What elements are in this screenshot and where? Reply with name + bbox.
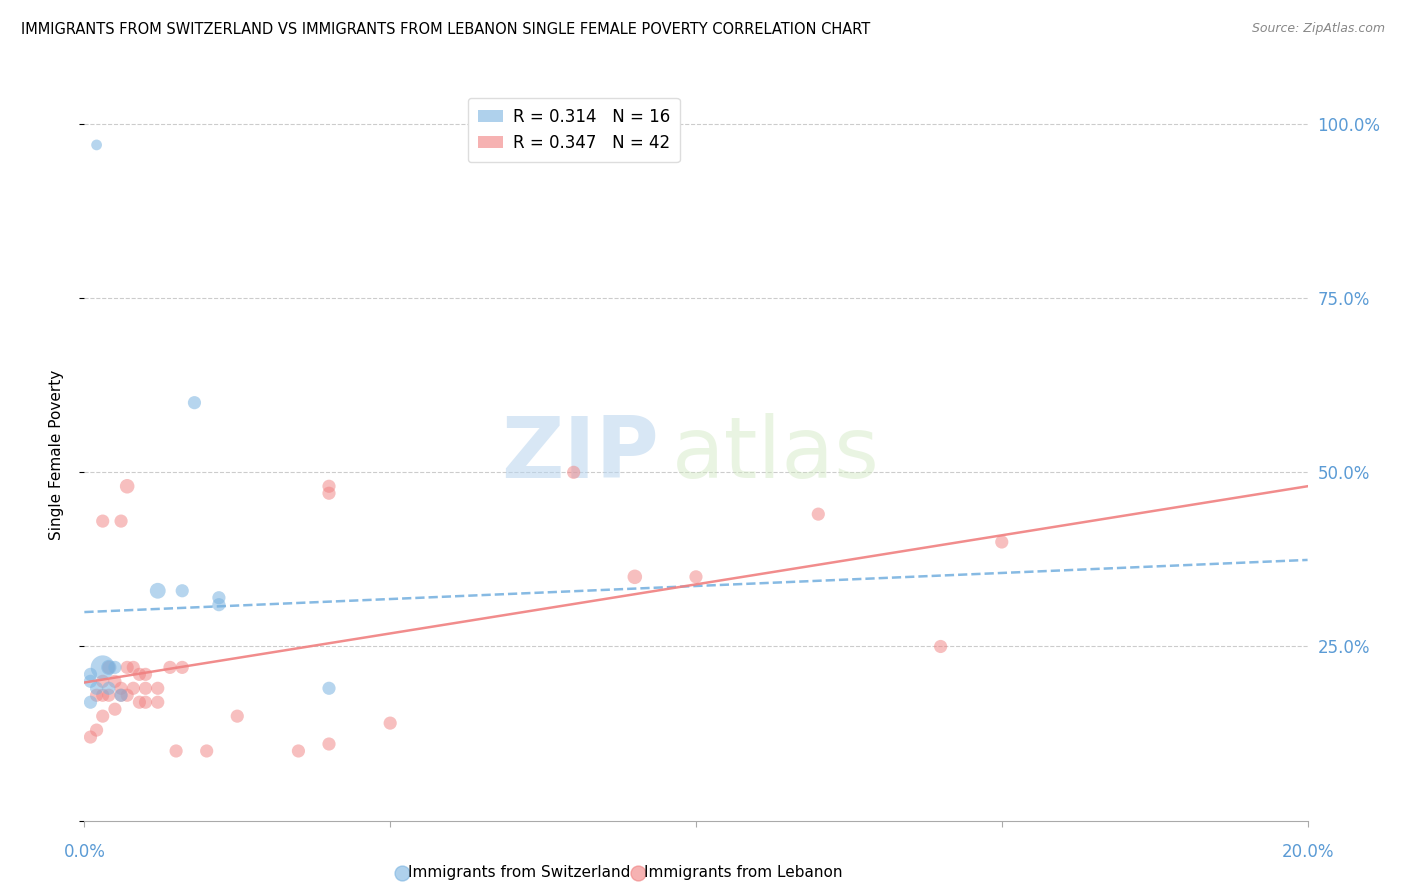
Point — [287, 744, 309, 758]
Legend: R = 0.314   N = 16, R = 0.347   N = 42: R = 0.314 N = 16, R = 0.347 N = 42 — [468, 97, 679, 161]
Point — [562, 466, 585, 480]
Point — [208, 598, 231, 612]
Point — [380, 716, 402, 731]
Point — [86, 688, 108, 702]
Point — [91, 514, 114, 528]
Point — [97, 688, 120, 702]
Point — [110, 688, 132, 702]
Point — [318, 479, 340, 493]
Point — [929, 640, 952, 654]
Point — [624, 570, 647, 584]
Point — [86, 723, 108, 737]
Point — [115, 688, 138, 702]
Point — [104, 660, 127, 674]
Point — [97, 681, 120, 696]
Point — [318, 681, 340, 696]
Point — [122, 660, 145, 674]
Point — [91, 674, 114, 689]
Point — [122, 681, 145, 696]
Point — [685, 570, 707, 584]
Point — [86, 137, 108, 152]
Point — [110, 688, 132, 702]
Point — [195, 744, 218, 758]
Point — [115, 660, 138, 674]
Point — [79, 674, 101, 689]
Point — [115, 479, 138, 493]
Point — [991, 535, 1014, 549]
Text: IMMIGRANTS FROM SWITZERLAND VS IMMIGRANTS FROM LEBANON SINGLE FEMALE POVERTY COR: IMMIGRANTS FROM SWITZERLAND VS IMMIGRANT… — [21, 22, 870, 37]
Point — [110, 514, 132, 528]
Text: Source: ZipAtlas.com: Source: ZipAtlas.com — [1251, 22, 1385, 36]
Text: 20.0%: 20.0% — [1281, 843, 1334, 861]
Text: ZIP: ZIP — [502, 413, 659, 497]
Point — [91, 688, 114, 702]
Point — [97, 660, 120, 674]
Text: atlas: atlas — [672, 413, 880, 497]
Point — [79, 730, 101, 744]
Point — [135, 681, 157, 696]
Point — [104, 702, 127, 716]
Point — [208, 591, 231, 605]
Point — [172, 583, 194, 598]
Point — [165, 744, 187, 758]
Text: 0.0%: 0.0% — [63, 843, 105, 861]
Point — [128, 667, 150, 681]
Point — [318, 737, 340, 751]
Point — [226, 709, 249, 723]
Point — [183, 395, 205, 409]
Point — [97, 660, 120, 674]
Point — [79, 667, 101, 681]
Point — [146, 695, 169, 709]
Point — [91, 660, 114, 674]
Point — [110, 681, 132, 696]
Point — [146, 681, 169, 696]
Point — [79, 695, 101, 709]
Point — [86, 681, 108, 696]
Point — [807, 507, 830, 521]
Point — [135, 667, 157, 681]
Point — [104, 674, 127, 689]
Point — [91, 709, 114, 723]
Point — [318, 486, 340, 500]
Point — [135, 695, 157, 709]
Point — [146, 583, 169, 598]
Y-axis label: Single Female Poverty: Single Female Poverty — [49, 370, 63, 540]
Point — [172, 660, 194, 674]
Point — [159, 660, 181, 674]
Point — [128, 695, 150, 709]
